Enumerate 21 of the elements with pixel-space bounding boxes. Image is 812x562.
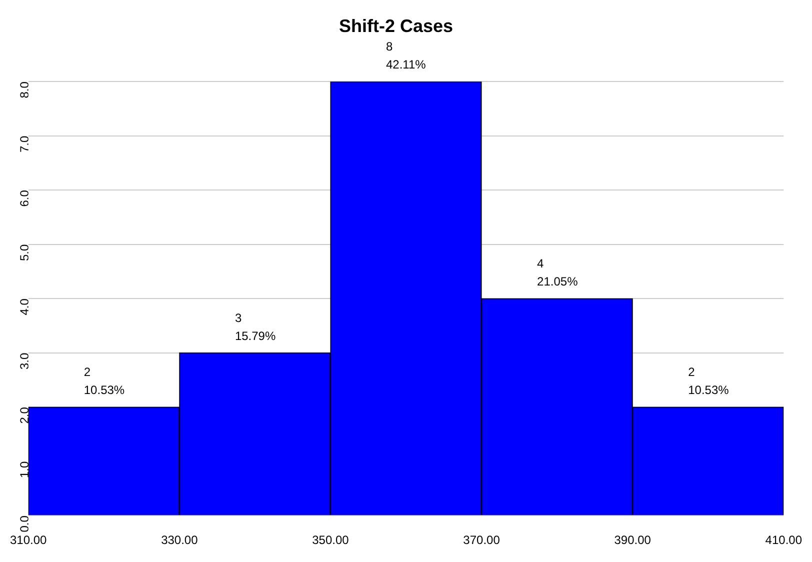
y-tick-label: 3.0 [18, 352, 32, 370]
x-tick-label: 370.00 [463, 533, 500, 548]
y-tick-label: 2.0 [18, 406, 32, 424]
y-tick-label: 8.0 [18, 81, 32, 98]
data-label: 3 15.79% [234, 310, 276, 343]
y-tick-label: 6.0 [18, 190, 32, 207]
x-tick-label: 310.00 [10, 533, 48, 548]
x-tick-label: 410.00 [765, 533, 802, 548]
y-tick-label: 5.0 [18, 244, 32, 262]
data-label: 2 10.53% [84, 365, 125, 398]
x-tick-label: 350.00 [312, 533, 350, 548]
x-tick-label: 390.00 [614, 533, 652, 548]
y-tick-label: 0.0 [18, 515, 32, 532]
y-tick-label: 4.0 [18, 298, 32, 316]
data-label: 4 21.05% [537, 256, 578, 289]
y-tick-label: 1.0 [18, 461, 32, 478]
data-label: 2 10.53% [688, 365, 730, 398]
x-tick-label: 330.00 [161, 533, 198, 548]
data-label: 8 42.11% [386, 40, 426, 72]
chart-title: Shift-2 Cases [338, 16, 454, 36]
y-tick-label: 7.0 [18, 136, 32, 153]
